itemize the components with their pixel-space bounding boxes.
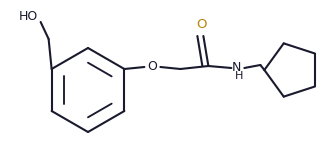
Text: H: H xyxy=(235,71,244,81)
Text: HO: HO xyxy=(19,10,38,24)
Text: O: O xyxy=(196,19,207,31)
Text: N: N xyxy=(232,62,241,74)
Text: O: O xyxy=(147,60,157,74)
